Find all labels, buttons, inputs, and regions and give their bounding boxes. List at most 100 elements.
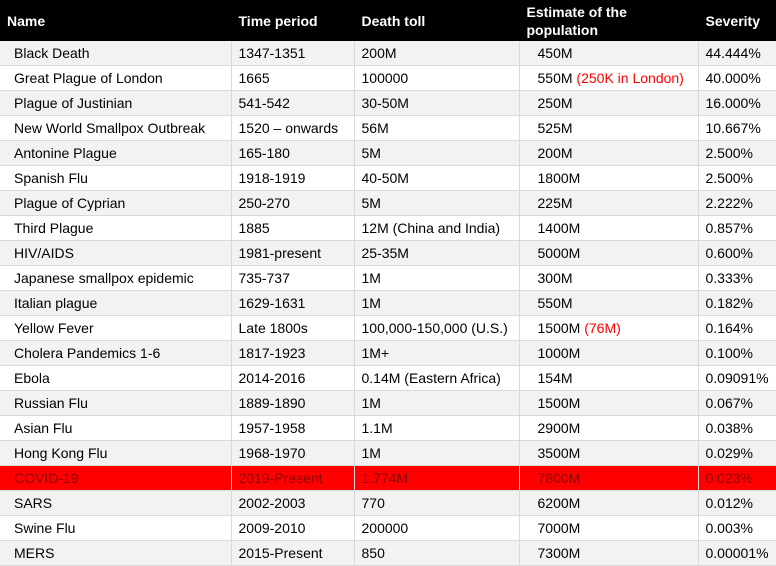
cell-severity-text: 0.038% — [705, 420, 753, 436]
cell-name: Japanese smallpox epidemic — [0, 265, 232, 291]
cell-time-period-text: 2009-2010 — [238, 520, 306, 536]
cell-death-toll: 12M (China and India) — [354, 215, 520, 241]
cell-death-toll-text: 1M — [361, 395, 381, 411]
cell-death-toll: 1M — [354, 265, 520, 291]
table-row: Third Plague 1885 12M (China and India) 140… — [0, 215, 776, 241]
cell-severity: 2.500% — [698, 165, 776, 191]
population-note: (76M) — [584, 320, 621, 336]
cell-severity-text: 0.023% — [705, 470, 753, 486]
table-row: Russian Flu 1889-1890 1M 1500M 0.067% — [0, 390, 776, 416]
cell-severity-text: 0.182% — [705, 295, 753, 311]
cell-severity-text: 40.000% — [705, 70, 761, 86]
cell-population-text: 300M — [537, 270, 573, 286]
cell-time-period-text: 1520 – onwards — [238, 120, 339, 136]
cell-population-text: 2900M — [537, 420, 581, 436]
cell-population: 7800M — [519, 465, 699, 491]
cell-time-period-text: 1817-1923 — [238, 345, 306, 361]
cell-population: 550M — [519, 290, 699, 316]
cell-death-toll-text: 30-50M — [361, 95, 409, 111]
table-header: Name Time period Death toll Estimate of … — [0, 0, 776, 41]
cell-severity-text: 0.012% — [705, 495, 753, 511]
cell-name: New World Smallpox Outbreak — [0, 115, 232, 141]
cell-name-text: Black Death — [14, 45, 90, 61]
table-row: Japanese smallpox epidemic 735-737 1M 300M 0… — [0, 265, 776, 291]
cell-death-toll: 5M — [354, 190, 520, 216]
cell-time-period-text: 1347-1351 — [238, 45, 306, 61]
cell-population-text: 450M — [537, 45, 573, 61]
cell-name: Russian Flu — [0, 390, 232, 416]
cell-name-text: Cholera Pandemics 1-6 — [14, 345, 161, 361]
table-row: Hong Kong Flu 1968-1970 1M 3500M 0.029% — [0, 440, 776, 466]
table-row: Cholera Pandemics 1-6 1817-1923 1M+ 1000M 0.… — [0, 340, 776, 366]
cell-population: 450M — [519, 41, 699, 66]
cell-time-period-text: 1968-1970 — [238, 445, 306, 461]
cell-population-text: 550M — [537, 295, 573, 311]
cell-name: Plague of Justinian — [0, 90, 232, 116]
cell-name: Antonine Plague — [0, 140, 232, 166]
cell-time-period: 2002-2003 — [231, 490, 355, 516]
cell-death-toll-text: 850 — [361, 545, 385, 561]
cell-death-toll: 1M — [354, 440, 520, 466]
cell-death-toll: 1M — [354, 290, 520, 316]
cell-severity-text: 0.164% — [705, 320, 753, 336]
cell-time-period: 1981-present — [231, 240, 355, 266]
cell-severity-text: 0.100% — [705, 345, 753, 361]
cell-death-toll: 1M — [354, 390, 520, 416]
table-row: Plague of Justinian 541-542 30-50M 250M 16.0… — [0, 90, 776, 116]
cell-death-toll: 56M — [354, 115, 520, 141]
cell-name: Asian Flu — [0, 415, 232, 441]
table-row: Antonine Plague 165-180 5M 200M 2.500% — [0, 140, 776, 166]
table-row: New World Smallpox Outbreak 1520 – onward… — [0, 115, 776, 141]
cell-time-period: 1918-1919 — [231, 165, 355, 191]
cell-population: 525M — [519, 115, 699, 141]
cell-population: 1500M (76M) — [519, 315, 699, 341]
cell-time-period-text: Late 1800s — [238, 320, 308, 336]
cell-death-toll: 850 — [354, 540, 520, 566]
cell-population: 6200M — [519, 490, 699, 516]
cell-time-period-text: 1981-present — [238, 245, 322, 261]
cell-name: MERS — [0, 540, 232, 566]
table-row: Spanish Flu 1918-1919 40-50M 1800M 2.500% — [0, 165, 776, 191]
cell-name-text: COVID-19 — [14, 470, 79, 486]
cell-time-period: 2019-Present — [231, 465, 355, 491]
cell-population: 154M — [519, 365, 699, 391]
header-death-toll: Death toll — [354, 0, 520, 41]
cell-severity: 0.00001% — [698, 540, 776, 566]
cell-time-period: 1957-1958 — [231, 415, 355, 441]
cell-name: Ebola — [0, 365, 232, 391]
header-severity: Severity — [698, 0, 776, 41]
cell-severity-text: 44.444% — [705, 45, 761, 61]
cell-name-text: Antonine Plague — [14, 145, 117, 161]
cell-severity: 0.100% — [698, 340, 776, 366]
cell-death-toll: 200M — [354, 41, 520, 66]
cell-severity: 0.333% — [698, 265, 776, 291]
cell-time-period-text: 250-270 — [238, 195, 290, 211]
cell-severity-text: 0.00001% — [705, 545, 769, 561]
cell-name: SARS — [0, 490, 232, 516]
cell-death-toll: 100,000-150,000 (U.S.) — [354, 315, 520, 341]
cell-name: Spanish Flu — [0, 165, 232, 191]
cell-time-period-text: 2002-2003 — [238, 495, 306, 511]
header-time-period: Time period — [231, 0, 355, 41]
cell-population: 7300M — [519, 540, 699, 566]
cell-population-text: 1400M — [537, 220, 581, 236]
cell-population: 250M — [519, 90, 699, 116]
cell-severity-text: 2.500% — [705, 170, 753, 186]
cell-severity-text: 0.067% — [705, 395, 753, 411]
cell-time-period: 735-737 — [231, 265, 355, 291]
population-note: (250K in London) — [576, 70, 684, 86]
cell-population-text: 250M — [537, 95, 573, 111]
header-name: Name — [0, 0, 232, 41]
cell-severity-text: 0.600% — [705, 245, 753, 261]
cell-name-text: Japanese smallpox epidemic — [14, 270, 194, 286]
cell-time-period-text: 1918-1919 — [238, 170, 306, 186]
cell-name-text: Russian Flu — [14, 395, 88, 411]
cell-severity-text: 0.029% — [705, 445, 753, 461]
cell-name: HIV/AIDS — [0, 240, 232, 266]
cell-time-period-text: 1889-1890 — [238, 395, 306, 411]
cell-population-text: 1500M — [537, 320, 581, 336]
cell-severity-text: 10.667% — [705, 120, 761, 136]
cell-death-toll-text: 12M (China and India) — [361, 220, 501, 236]
table-row: Black Death 1347-1351 200M 450M 44.444% — [0, 41, 776, 66]
